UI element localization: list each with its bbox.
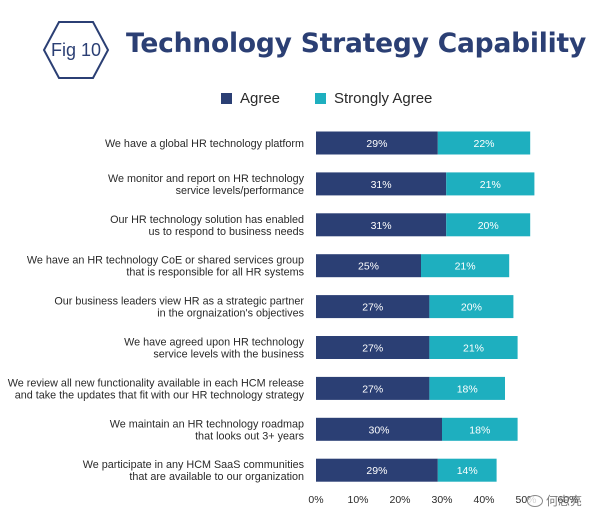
data-label: 29% [366, 138, 387, 150]
data-label: 27% [362, 302, 383, 314]
bar-strongly-agree [442, 417, 518, 441]
legend: Agree Strongly Agree [0, 90, 611, 112]
bar-strongly-agree [446, 172, 535, 196]
legend-item-agree: Agree [221, 90, 280, 107]
category-label: We maintain an HR technology roadmap that… [110, 418, 305, 442]
category-label: Our business leaders view HR as a strate… [54, 296, 304, 320]
data-label: 22% [473, 138, 494, 150]
data-label: 31% [371, 179, 392, 191]
data-label: 31% [371, 220, 392, 232]
watermark-text: 何志亮 [546, 494, 583, 508]
data-label: 20% [461, 302, 482, 314]
bar-agree [316, 376, 430, 400]
legend-swatch-strongly-agree [315, 93, 326, 104]
data-label: 29% [366, 465, 387, 477]
x-tick-label: 40% [473, 494, 494, 506]
data-label: 18% [457, 383, 478, 395]
x-tick-label: 10% [347, 494, 368, 506]
bar-agree [316, 213, 447, 237]
x-tick-label: 0% [308, 494, 323, 506]
bar-agree [316, 458, 438, 482]
chart-title: Technology Strategy Capability [126, 28, 587, 59]
legend-swatch-agree [221, 93, 232, 104]
fig-badge: Fig 10 [42, 20, 110, 80]
x-tick-label: 30% [431, 494, 452, 506]
category-label: We have a global HR technology platform [105, 138, 304, 150]
hexagon-icon [42, 21, 110, 79]
x-tick-label: 20% [389, 494, 410, 506]
category-label: Our HR technology solution has enabled us… [110, 214, 304, 238]
data-label: 27% [362, 383, 383, 395]
bar-strongly-agree [437, 458, 497, 482]
data-label: 25% [358, 261, 379, 273]
legend-item-strongly-agree: Strongly Agree [315, 90, 432, 107]
bar-agree [316, 172, 447, 196]
category-label: We have agreed upon HR technology service… [124, 337, 304, 361]
bar-strongly-agree [437, 131, 531, 155]
watermark: 何志亮 [527, 492, 582, 509]
bar-strongly-agree [446, 213, 531, 237]
data-label: 21% [480, 179, 501, 191]
category-label: We monitor and report on HR technology se… [108, 173, 305, 197]
bar-strongly-agree [429, 295, 514, 319]
data-label: 27% [362, 343, 383, 355]
bar-agree [316, 417, 442, 441]
wechat-icon [527, 494, 543, 507]
data-label: 18% [469, 424, 490, 436]
data-label: 21% [455, 261, 476, 273]
data-label: 20% [478, 220, 499, 232]
data-label: 21% [463, 343, 484, 355]
bar-agree [316, 336, 430, 359]
category-label: We have an HR technology CoE or shared s… [27, 255, 305, 279]
category-label: We participate in any HCM SaaS communiti… [83, 459, 305, 483]
bar-agree [316, 131, 438, 155]
x-tick-label: 60% [557, 494, 578, 506]
bar-strongly-agree [429, 336, 518, 359]
legend-label-agree: Agree [240, 90, 281, 107]
category-label: We review all new functionality availabl… [8, 377, 305, 401]
bar-strongly-agree [429, 376, 505, 400]
legend-label-strongly-agree: Strongly Agree [334, 90, 433, 107]
bar-agree [316, 254, 421, 278]
bar-agree [316, 295, 430, 319]
fig-label: Fig 10 [50, 39, 102, 60]
data-label: 14% [457, 465, 478, 477]
data-label: 30% [368, 424, 389, 436]
bar-strongly-agree [421, 254, 510, 278]
